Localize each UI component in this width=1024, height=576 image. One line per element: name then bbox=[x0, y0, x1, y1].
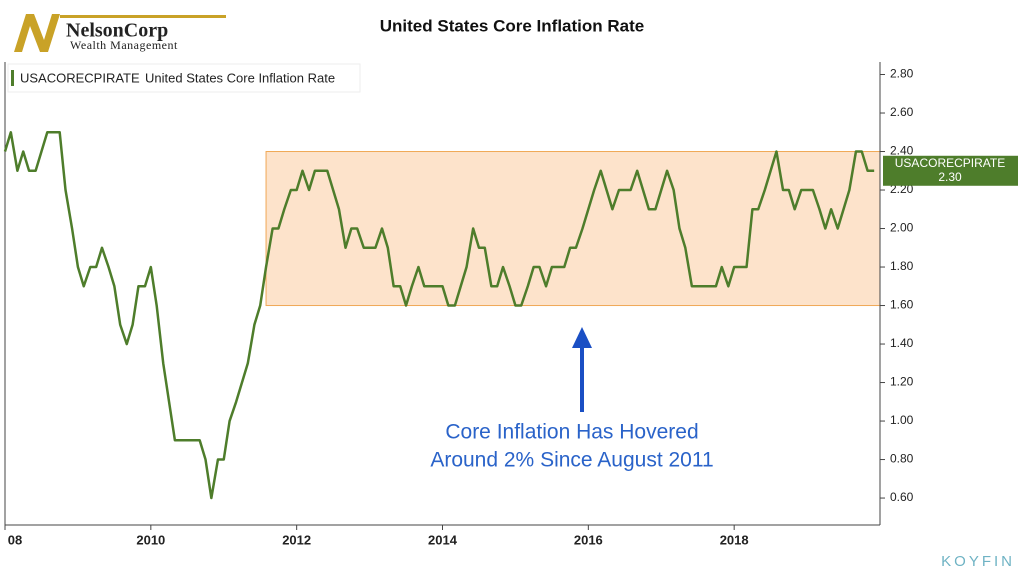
y-tick-label: 2.00 bbox=[890, 221, 914, 235]
y-tick-label: 2.40 bbox=[890, 144, 914, 158]
logo-rule bbox=[60, 15, 226, 18]
logo-tagline: Wealth Management bbox=[70, 38, 178, 52]
annotation: Core Inflation Has Hovered bbox=[445, 421, 698, 444]
annotation: Around 2% Since August 2011 bbox=[430, 449, 713, 472]
y-tick-label: 2.80 bbox=[890, 67, 914, 81]
y-tick-label: 1.00 bbox=[890, 413, 914, 427]
legend-description: United States Core Inflation Rate bbox=[145, 70, 335, 85]
watermark: KOYFIN bbox=[941, 553, 1015, 570]
y-tick-label: 1.60 bbox=[890, 298, 914, 312]
y-tick-label: 0.60 bbox=[890, 490, 914, 504]
x-tick-label: 2018 bbox=[720, 532, 749, 547]
data-line bbox=[3, 131, 875, 500]
logo-mark bbox=[14, 14, 60, 52]
logo-name: NelsonCorp bbox=[66, 20, 168, 42]
x-tick-label: 2012 bbox=[282, 532, 311, 547]
y-tick-label: 1.40 bbox=[890, 336, 914, 350]
x-tick-label: 08 bbox=[8, 532, 22, 547]
annotation-arrow bbox=[572, 327, 592, 412]
x-tick-label: 2016 bbox=[574, 532, 603, 547]
arrow-head bbox=[572, 327, 592, 348]
badge-name: USACORECPIRATE bbox=[895, 156, 1005, 170]
x-tick-label: 2010 bbox=[136, 532, 165, 547]
plot-area: 0.600.801.001.201.401.601.802.002.202.40… bbox=[3, 62, 914, 547]
logo: NelsonCorp Wealth Management bbox=[14, 14, 226, 52]
legend-label: USACORECPIRATE bbox=[20, 70, 140, 85]
badge-box bbox=[883, 155, 1018, 186]
y-tick-label: 2.60 bbox=[890, 105, 914, 119]
y-tick-label: 1.20 bbox=[890, 375, 914, 389]
y-tick-label: 0.80 bbox=[890, 452, 914, 466]
y-tick-label: 1.80 bbox=[890, 259, 914, 273]
legend: USACORECPIRATE United States Core Inflat… bbox=[7, 63, 361, 93]
badge-value: 2.30 bbox=[938, 170, 962, 184]
chart-title: United States Core Inflation Rate bbox=[380, 16, 644, 35]
legend-swatch bbox=[11, 70, 14, 86]
legend-box bbox=[7, 63, 361, 93]
x-tick-label: 2014 bbox=[428, 532, 458, 547]
